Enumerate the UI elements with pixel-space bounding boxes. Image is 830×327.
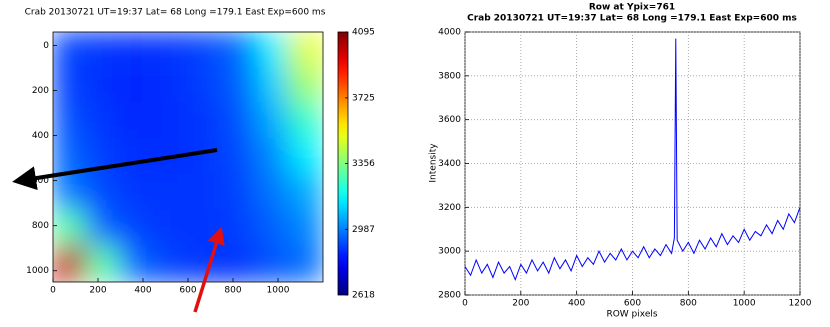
y-tick-label: 3200 (438, 203, 461, 213)
data-line (464, 38, 801, 282)
heat-cell (153, 66, 189, 105)
heat-cell (53, 209, 88, 248)
colorbar-tick-label: 2987 (352, 225, 375, 235)
heat-cell (288, 32, 323, 69)
red-arrow (193, 226, 225, 313)
x-tick-label: 800 (224, 286, 241, 296)
heat-cell (153, 173, 189, 212)
heat-cell (53, 245, 88, 282)
heat-cell (119, 66, 156, 105)
heat-cell (254, 138, 291, 176)
heat-cell (153, 209, 189, 248)
heat-cell (53, 102, 88, 141)
y-tick-label: 3600 (438, 115, 461, 125)
heat-cell (153, 245, 189, 282)
heat-cell (220, 66, 257, 105)
heat-cell (288, 245, 323, 282)
black-arrow (12, 148, 218, 191)
x-axis-label: ROW pixels (606, 310, 657, 320)
heat-cell (288, 102, 323, 141)
colorbar-tick-label: 4095 (352, 28, 375, 38)
y-axis-label: Intensity (429, 143, 439, 183)
heat-cell (119, 173, 156, 212)
heat-cell (220, 32, 257, 69)
x-tick-label: 400 (568, 299, 585, 309)
heat-cell (220, 102, 257, 141)
heat-cell (85, 245, 122, 282)
heatmap-image (53, 32, 323, 282)
heat-cell (53, 173, 88, 212)
x-tick-label: 1000 (267, 286, 290, 296)
y-tick-label: 3800 (438, 71, 461, 81)
heat-cell (254, 209, 291, 248)
colorbar-tick-label: 3725 (352, 93, 375, 103)
heatmap-cells (53, 32, 323, 282)
y-tick-label: 200 (32, 86, 49, 96)
y-tick-label: 1000 (26, 266, 49, 276)
y-tick-label: 3400 (438, 159, 461, 169)
heat-cell (153, 32, 189, 69)
x-tick-label: 200 (89, 286, 106, 296)
heat-cell (119, 138, 156, 176)
x-tick-label: 600 (624, 299, 641, 309)
heat-cell (220, 173, 257, 212)
heat-cell (53, 66, 88, 105)
heat-cell (119, 102, 156, 141)
heat-cell (254, 173, 291, 212)
colorbar-tick-label: 3356 (352, 159, 375, 169)
y-tick-label: 800 (32, 221, 49, 231)
x-tick-label: 600 (179, 286, 196, 296)
colorbar-tick-label: 2618 (352, 291, 375, 301)
heat-cell (220, 209, 257, 248)
heat-cell (119, 209, 156, 248)
heat-cell (187, 138, 223, 176)
heatmap-title: Crab 20130721 UT=19:37 Lat= 68 Long =179… (25, 8, 326, 18)
heat-cell (85, 32, 122, 69)
heat-cell (254, 102, 291, 141)
x-tick-label: 400 (134, 286, 151, 296)
y-tick-label: 400 (32, 131, 49, 141)
y-tick-label: 3000 (438, 247, 461, 257)
x-tick-label: 1000 (733, 299, 756, 309)
y-tick-label: 0 (43, 41, 49, 51)
y-tick-label: 600 (32, 176, 49, 186)
heat-cell (254, 32, 291, 69)
y-tick-label: 4000 (438, 28, 461, 38)
heat-cell (254, 66, 291, 105)
x-tick-label: 1200 (789, 299, 812, 309)
heat-cell (187, 32, 223, 69)
heat-cell (85, 102, 122, 141)
heat-cell (85, 173, 122, 212)
y-tick-label: 2800 (438, 291, 461, 301)
heat-cell (220, 245, 257, 282)
heat-cell (220, 138, 257, 176)
annotations (12, 148, 225, 313)
heat-cell (288, 173, 323, 212)
heat-cell (254, 245, 291, 282)
line-subtitle: Crab 20130721 UT=19:37 Lat= 68 Long =179… (467, 14, 797, 24)
heat-cell (119, 32, 156, 69)
heat-cell (288, 66, 323, 105)
x-tick-label: 0 (50, 286, 56, 296)
heat-cell (85, 66, 122, 105)
heat-cell (53, 32, 88, 69)
heat-cell (187, 102, 223, 141)
heat-cell (288, 209, 323, 248)
line-title: Row at Ypix=761 (589, 3, 675, 13)
x-tick-label: 200 (512, 299, 529, 309)
heat-cell (119, 245, 156, 282)
heat-cell (288, 138, 323, 176)
heat-cell (187, 173, 223, 212)
heat-cell (153, 102, 189, 141)
x-tick-label: 800 (680, 299, 697, 309)
heat-cell (85, 209, 122, 248)
heat-cell (187, 66, 223, 105)
x-tick-label: 0 (462, 299, 468, 309)
